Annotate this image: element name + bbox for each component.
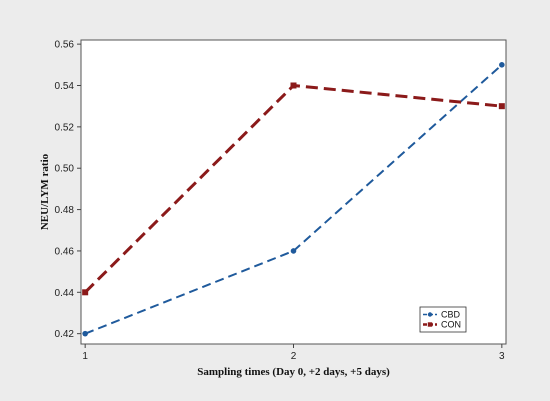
data-point-con xyxy=(82,289,89,296)
y-tick-label: 0.52 xyxy=(55,122,75,133)
y-tick-label: 0.54 xyxy=(55,81,75,92)
legend-box xyxy=(419,306,467,333)
data-point-cbd xyxy=(82,330,88,337)
legend-marker-cbd xyxy=(427,312,433,317)
y-tick-label: 0.56 xyxy=(55,40,75,51)
plot-area xyxy=(80,39,507,345)
series-layer xyxy=(82,62,505,337)
data-point-cbd xyxy=(290,248,297,254)
legend-item-con: CON xyxy=(423,320,461,330)
y-tick-label: 0.46 xyxy=(55,246,75,257)
y-tick-label: 0.48 xyxy=(55,205,75,216)
y-tick-label: 0.42 xyxy=(55,329,75,340)
series-cbd xyxy=(82,62,505,337)
x-tick-label: 1 xyxy=(82,351,88,362)
y-tick-label: 0.50 xyxy=(55,164,75,175)
y-axis-title: NEU/LYM ratio xyxy=(39,153,51,230)
y-tick-label: 0.44 xyxy=(55,288,75,299)
axes: 0.42 0.44 0.46 0.48 0.50 0.52 0.54 0.56 1 2 3 xyxy=(55,40,506,362)
x-tick-label: 3 xyxy=(499,351,505,362)
legend-item-cbd: CBD xyxy=(423,310,461,320)
x-axis-title: Sampling times (Day 0, +2 days, +5 days) xyxy=(197,366,390,378)
series-con xyxy=(82,82,505,296)
x-tick-label: 2 xyxy=(291,351,297,362)
data-point-con xyxy=(290,82,297,89)
data-point-con xyxy=(498,103,505,110)
legend-marker-con xyxy=(427,322,433,327)
legend-label-con: CON xyxy=(441,320,461,330)
data-point-cbd xyxy=(499,62,505,68)
legend-label-cbd: CBD xyxy=(441,310,461,320)
